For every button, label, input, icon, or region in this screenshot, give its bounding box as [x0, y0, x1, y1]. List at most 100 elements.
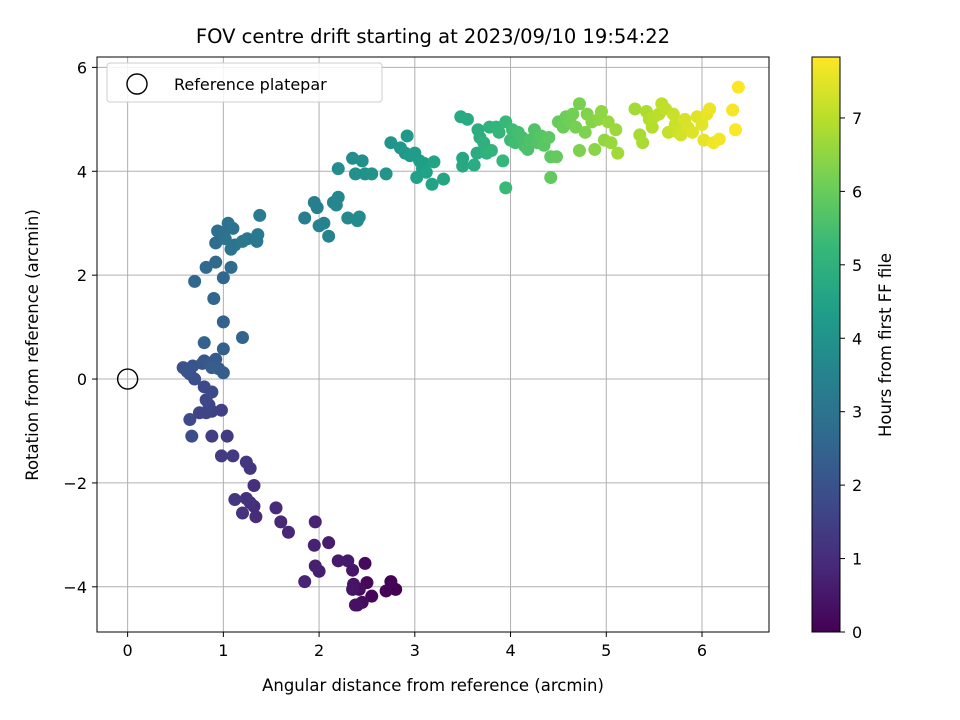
data-point — [307, 538, 321, 552]
colorbar-tick-label: 1 — [852, 550, 862, 569]
x-tick-label: 2 — [314, 641, 324, 660]
colorbar-label: Hours from first FF file — [876, 253, 895, 437]
data-point — [628, 102, 642, 116]
data-point — [348, 167, 362, 181]
data-point — [685, 125, 699, 139]
data-point — [185, 429, 199, 443]
data-point — [549, 150, 563, 164]
data-point — [228, 493, 242, 507]
data-point — [425, 177, 439, 191]
data-point — [207, 292, 221, 306]
data-point — [569, 120, 583, 134]
data-point — [410, 171, 424, 185]
data-point — [183, 413, 197, 427]
data-point — [470, 146, 484, 160]
data-point — [666, 107, 680, 121]
data-point — [253, 208, 267, 222]
data-point — [379, 584, 393, 598]
data-point — [269, 501, 283, 515]
data-point — [348, 598, 362, 612]
data-point — [358, 556, 372, 570]
data-point — [322, 536, 336, 550]
y-tick-label: 4 — [77, 162, 87, 181]
data-point — [578, 125, 592, 139]
legend-box — [106, 62, 383, 103]
data-point — [239, 492, 253, 506]
data-point — [496, 154, 510, 168]
data-point — [310, 201, 324, 215]
data-point — [703, 102, 717, 116]
data-point — [317, 216, 331, 230]
colorbar: Hours from first FF file 0 1 2 3 4 5 6 7 — [811, 56, 895, 642]
data-point — [236, 330, 250, 344]
data-point — [437, 172, 451, 186]
data-point — [492, 125, 506, 139]
data-point — [216, 315, 230, 329]
data-point — [484, 143, 498, 157]
data-point — [274, 515, 288, 529]
data-point — [236, 506, 250, 520]
data-point — [467, 158, 481, 172]
data-point — [419, 165, 433, 179]
data-point — [331, 554, 345, 568]
data-point — [205, 385, 219, 399]
data-point — [341, 554, 355, 568]
data-point — [188, 274, 202, 288]
data-point — [192, 406, 206, 420]
data-point — [726, 103, 740, 117]
data-point — [636, 136, 650, 150]
data-point — [226, 221, 240, 235]
x-tick-label: 4 — [505, 641, 515, 660]
data-point — [731, 80, 745, 94]
data-point — [220, 429, 234, 443]
data-point — [611, 146, 625, 160]
data-point — [226, 449, 240, 463]
data-point — [460, 112, 474, 126]
data-point — [205, 429, 219, 443]
data-point — [214, 449, 228, 463]
data-point — [499, 181, 513, 195]
data-point — [239, 455, 253, 469]
colorbar-gradient — [811, 56, 841, 633]
data-point — [695, 118, 709, 132]
y-tick-label: 0 — [77, 370, 87, 389]
data-point — [298, 211, 312, 225]
data-point — [379, 167, 393, 181]
data-point — [566, 107, 580, 121]
data-point — [249, 510, 263, 524]
data-point — [281, 525, 295, 539]
data-point — [588, 142, 602, 156]
colorbar-tick-label: 7 — [852, 109, 862, 128]
x-tick-label: 0 — [123, 641, 133, 660]
legend-marker — [126, 73, 148, 95]
data-point — [456, 159, 470, 173]
y-tick-label: 6 — [77, 58, 87, 77]
data-point — [331, 162, 345, 176]
data-point — [224, 260, 238, 274]
x-tick-label: 1 — [218, 641, 228, 660]
data-point — [308, 559, 322, 573]
data-points — [116, 80, 745, 612]
data-point — [572, 97, 586, 111]
y-tick-label: −4 — [63, 578, 87, 597]
data-point — [355, 154, 369, 168]
data-point — [216, 366, 230, 380]
data-point — [197, 336, 211, 350]
data-point — [384, 136, 398, 150]
data-point — [298, 575, 312, 589]
data-point — [544, 171, 558, 185]
data-point — [604, 136, 618, 150]
data-point — [251, 228, 265, 242]
data-point — [218, 232, 232, 246]
colorbar-tick-label: 6 — [852, 182, 862, 201]
data-point — [216, 342, 230, 356]
data-point — [247, 479, 261, 493]
colorbar-tick-label: 0 — [852, 623, 862, 642]
data-point — [308, 515, 322, 529]
data-point — [322, 229, 336, 243]
data-point — [645, 120, 659, 134]
plot-frame — [96, 56, 770, 633]
y-axis-label: Rotation from reference (arcmin) — [23, 209, 42, 481]
